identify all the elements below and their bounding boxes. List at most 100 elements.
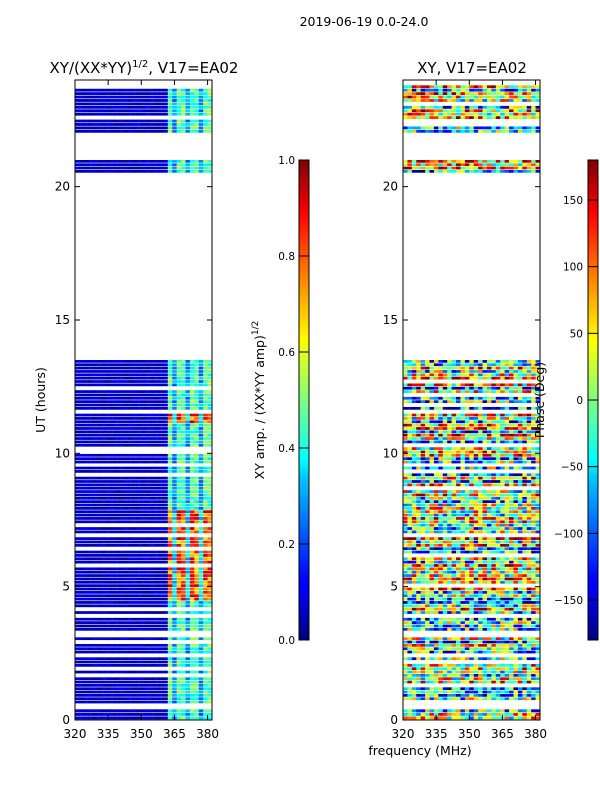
phase-heatmap-cell [433,510,439,514]
amp-heatmap-cell [141,709,147,713]
phase-heatmap-cell [500,697,505,701]
phase-heatmap-cell [469,513,475,517]
amp-heatmap-cell [136,102,142,106]
amp-heatmap-cell [150,486,155,490]
amp-heatmap-cell [172,406,177,410]
amp-heatmap-cell [185,560,191,564]
phase-heatmap-cell [420,650,426,654]
amp-heatmap-cell [101,99,107,102]
amp-heatmap-cell [203,129,208,133]
amp-heatmap-cell [145,460,151,464]
phase-heatmap-cell [429,590,435,594]
amp-heatmap-cell [105,373,111,377]
phase-heatmap-cell [416,543,421,547]
amp-heatmap-cell [75,105,80,109]
amp-heatmap-cell [110,486,116,490]
amp-heatmap-cell [105,697,111,701]
amp-heatmap-cell [141,88,147,92]
amp-heatmap-cell [114,503,120,507]
phase-heatmap-cell [517,617,523,621]
amp-heatmap-cell [119,373,124,377]
phase-heatmap-cell [469,657,475,661]
amp-heatmap-cell [79,160,85,163]
amp-heatmap-cell [75,376,80,380]
phase-heatmap-cell [495,667,501,671]
phase-heatmap-cell [469,621,475,624]
phase-heatmap-cell [522,543,528,547]
amp-heatmap-cell [158,584,164,588]
phase-heatmap-cell [456,500,461,504]
amp-heatmap-cell [83,520,89,524]
amp-heatmap-cell [167,637,173,641]
amp-heatmap-cell [163,390,169,393]
amp-heatmap-cell [75,709,80,713]
amp-heatmap-cell [83,483,89,487]
amp-heatmap-cell [172,390,177,393]
amp-heatmap-cell [92,543,98,547]
phase-heatmap-cell [531,624,536,628]
phase-heatmap-cell [425,640,430,644]
amp-heatmap-cell [185,540,191,544]
amp-heatmap-cell [163,506,169,510]
amp-heatmap-cell [176,440,182,444]
phase-heatmap-cell [407,601,413,604]
amp-heatmap-cell [181,621,186,624]
phase-heatmap-cell [500,580,505,584]
phase-heatmap-cell [425,624,430,628]
phase-heatmap-cell [478,644,483,647]
amp-heatmap-cell [101,660,107,664]
phase-heatmap-cell [526,540,532,544]
phase-heatmap-cell [509,667,514,671]
phase-heatmap-cell [447,550,452,554]
amp-heatmap-cell [83,657,89,661]
amp-heatmap-cell [141,466,147,470]
amp-heatmap-cell [176,712,182,716]
phase-heatmap-cell [425,510,430,514]
amp-heatmap-cell [198,466,204,470]
phase-heatmap-cell [451,517,457,520]
amp-heatmap-cell [92,690,98,694]
amp-heatmap-cell [88,506,93,510]
amp-heatmap-cell [75,712,80,716]
phase-heatmap-cell [442,530,448,534]
amp-heatmap-cell [189,480,195,483]
phase-heatmap-cell [447,500,452,504]
amp-heatmap-cell [132,406,138,410]
amp-heatmap-cell [110,417,116,420]
amp-heatmap-cell [194,105,200,109]
amp-heatmap-cell [83,584,89,588]
amp-heatmap-cell [105,584,111,588]
amp-heatmap-cell [132,560,138,564]
phase-heatmap-cell [500,621,505,624]
amp-heatmap-cell [163,604,169,608]
phase-heatmap-cell [491,687,497,691]
phase-heatmap-cell [411,597,417,601]
amp-heatmap-cell [119,440,124,444]
phase-heatmap-cell [531,674,536,677]
phase-heatmap-cell [509,680,514,684]
phase-heatmap-cell [522,580,528,584]
amp-heatmap-cell [189,466,195,470]
amp-heatmap-cell [189,460,195,464]
amp-heatmap-cell [158,587,164,591]
phase-heatmap-cell [403,674,408,677]
amp-heatmap-cell [189,670,195,674]
amp-heatmap-cell [97,690,102,694]
phase-heatmap-cell [486,496,492,500]
phase-heatmap-cell [495,550,501,554]
amp-heatmap-cell [163,567,169,571]
phase-heatmap-cell [531,550,536,554]
phase-heatmap-cell [473,716,479,720]
phase-heatmap-cell [451,712,457,716]
amp-heatmap-cell [123,380,129,383]
phase-heatmap-cell [451,604,457,608]
amp-heatmap-cell [158,476,164,480]
phase-heatmap-cell [447,506,452,510]
amp-heatmap-cell [207,490,212,493]
amp-heatmap-cell [83,437,89,440]
amp-heatmap-cell [83,543,89,547]
amp-heatmap-cell [110,500,116,504]
amp-heatmap-cell [114,453,120,457]
phase-heatmap-cell [429,503,435,507]
amp-heatmap-cell [145,550,151,554]
